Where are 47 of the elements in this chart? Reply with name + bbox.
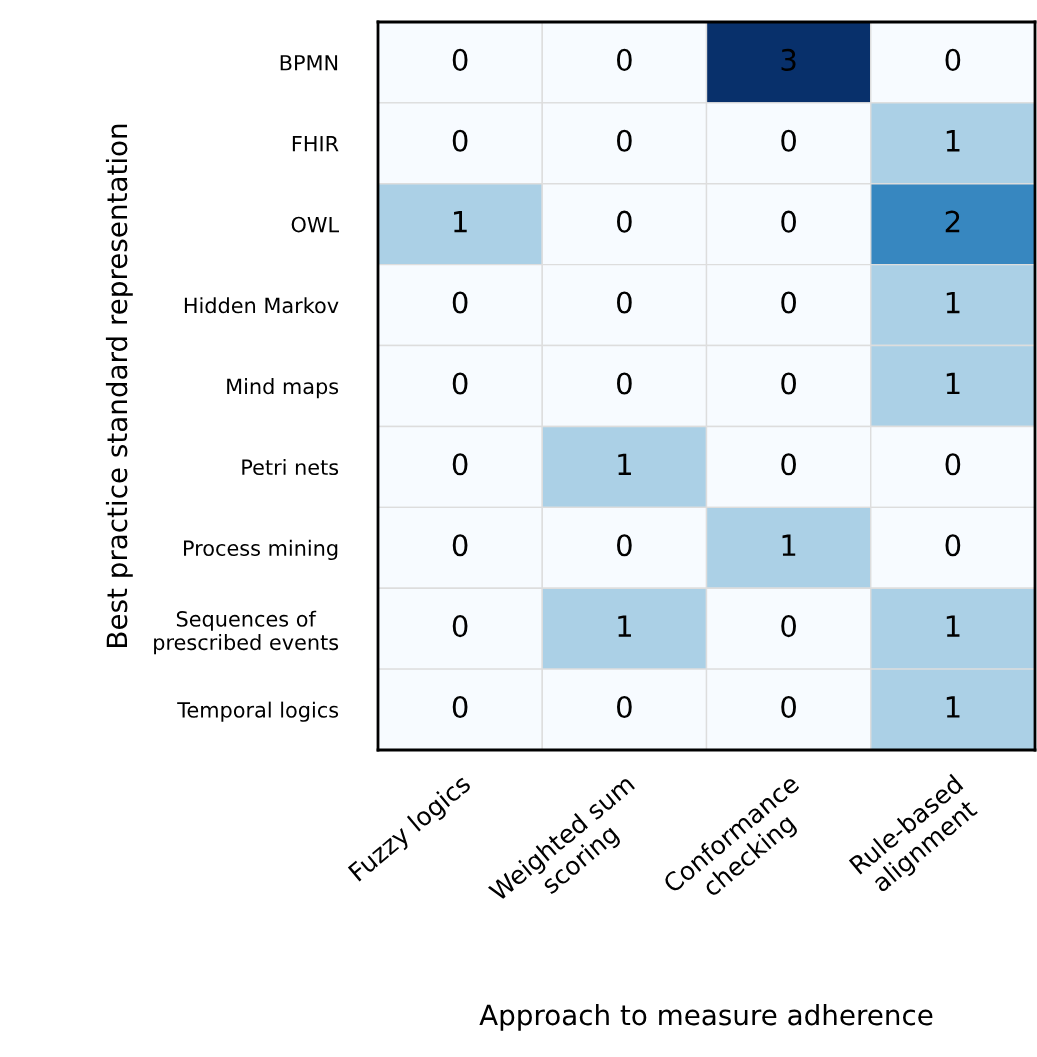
data-label: 0	[617, 48, 632, 71]
data-label: 0	[617, 129, 632, 152]
data-label: 0	[781, 372, 796, 395]
data-label: 1	[946, 291, 960, 314]
data-label: 0	[617, 534, 632, 557]
y-tick-label: Temporal logics	[177, 701, 339, 722]
data-label: 0	[945, 534, 961, 557]
data-label: 0	[781, 615, 796, 638]
y-tick-label: Sequences of prescribed events	[154, 610, 339, 655]
y-tick-label: Hidden Markov	[184, 297, 339, 314]
data-label: 1	[946, 615, 960, 637]
data-label: 1	[782, 534, 796, 556]
data-label: 0	[781, 291, 796, 314]
data-label: 0	[781, 453, 796, 476]
y-axis-title: Best practice standard representation	[105, 124, 133, 647]
data-label: 0	[781, 210, 796, 233]
data-label: 0	[452, 615, 468, 638]
data-label: 2	[945, 210, 960, 233]
y-tick-label: Mind maps	[227, 378, 339, 399]
data-label: 1	[946, 130, 960, 152]
data-label: 0	[781, 129, 796, 152]
data-label: 0	[452, 534, 468, 557]
data-label: 1	[946, 696, 960, 718]
y-tick-label: Process mining	[184, 539, 338, 561]
data-label: 0	[945, 48, 961, 71]
data-label: 0	[617, 291, 632, 314]
data-label: 1	[454, 211, 467, 233]
y-tick-label: BPMN	[280, 55, 338, 71]
data-label: 3	[781, 48, 796, 71]
y-tick-label: Petri nets	[242, 458, 339, 476]
data-label: 1	[946, 372, 960, 395]
x-axis-title: Approach to measure adherence	[479, 1003, 933, 1031]
data-label: 0	[452, 695, 468, 719]
data-label: 0	[617, 372, 632, 395]
y-tick-label: FHIR	[292, 136, 339, 152]
data-label: 0	[781, 695, 796, 719]
data-label: 0	[452, 129, 468, 152]
data-label: 0	[452, 453, 468, 476]
data-label: 1	[618, 615, 631, 637]
y-tick-label: OWL	[291, 216, 339, 233]
data-label: 0	[617, 695, 632, 719]
data-label: 0	[452, 291, 468, 314]
data-label: 0	[617, 210, 632, 233]
data-label: 1	[618, 453, 631, 475]
data-label: 0	[452, 372, 468, 395]
data-label: 0	[945, 453, 961, 476]
data-label: 0	[452, 48, 468, 71]
